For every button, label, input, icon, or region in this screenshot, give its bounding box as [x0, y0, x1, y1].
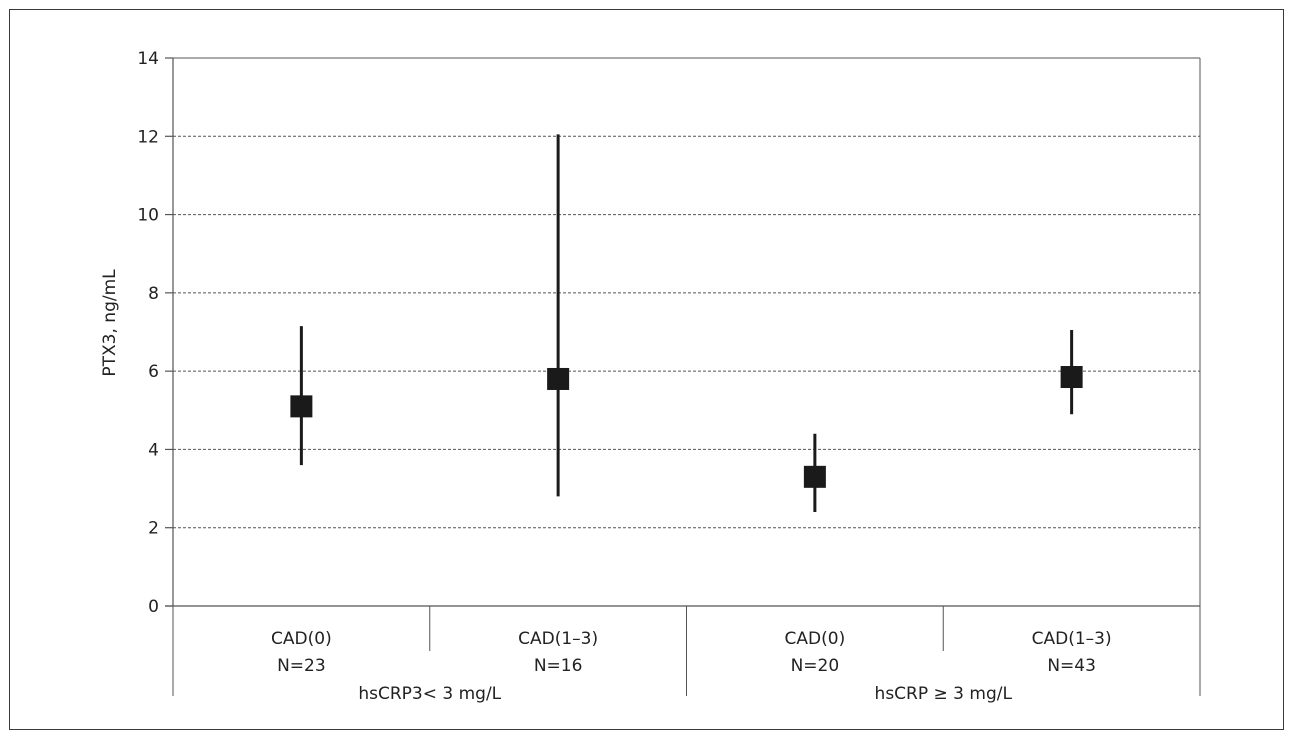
data-points	[290, 134, 1083, 513]
category-label: CAD(0)	[785, 629, 846, 649]
group-label: hsCRP ≥ 3 mg/L	[875, 684, 1013, 704]
y-tick-label: 10	[137, 206, 159, 226]
y-axis-label: PTX3, ng/mL	[100, 269, 120, 377]
axes	[165, 57, 1201, 696]
category-label: CAD(1–3)	[518, 629, 598, 649]
y-tick-labels: 0 2 4 6 8 10 12 14	[137, 49, 159, 617]
y-tick-label: 14	[137, 49, 159, 69]
group-label: hsCRP3< 3 mg/L	[358, 684, 501, 704]
category-n-label: N=43	[1047, 656, 1096, 676]
category-n-label: N=23	[277, 656, 326, 676]
group-labels: hsCRP3< 3 mg/L hsCRP ≥ 3 mg/L	[358, 684, 1012, 704]
category-n-label: N=16	[534, 656, 583, 676]
y-tick-label: 4	[148, 440, 159, 460]
category-label: CAD(1–3)	[1032, 629, 1112, 649]
data-point-marker	[1060, 366, 1083, 389]
y-tick-label: 6	[148, 362, 159, 382]
y-tick-label: 8	[148, 284, 159, 304]
chart-frame	[9, 9, 1284, 730]
data-point-marker	[803, 465, 826, 488]
data-point-marker	[290, 395, 313, 418]
y-tick-label: 12	[137, 127, 159, 147]
category-n-label: N=20	[791, 656, 840, 676]
x-category-labels: CAD(0) N=23 CAD(1–3) N=16 CAD(0) N=20 CAD(1–3)…	[271, 629, 1112, 676]
y-tick-label: 2	[148, 519, 159, 539]
gridlines	[173, 135, 1200, 529]
y-tick-label: 0	[148, 597, 159, 617]
data-point-marker	[547, 367, 570, 390]
category-label: CAD(0)	[271, 629, 332, 649]
